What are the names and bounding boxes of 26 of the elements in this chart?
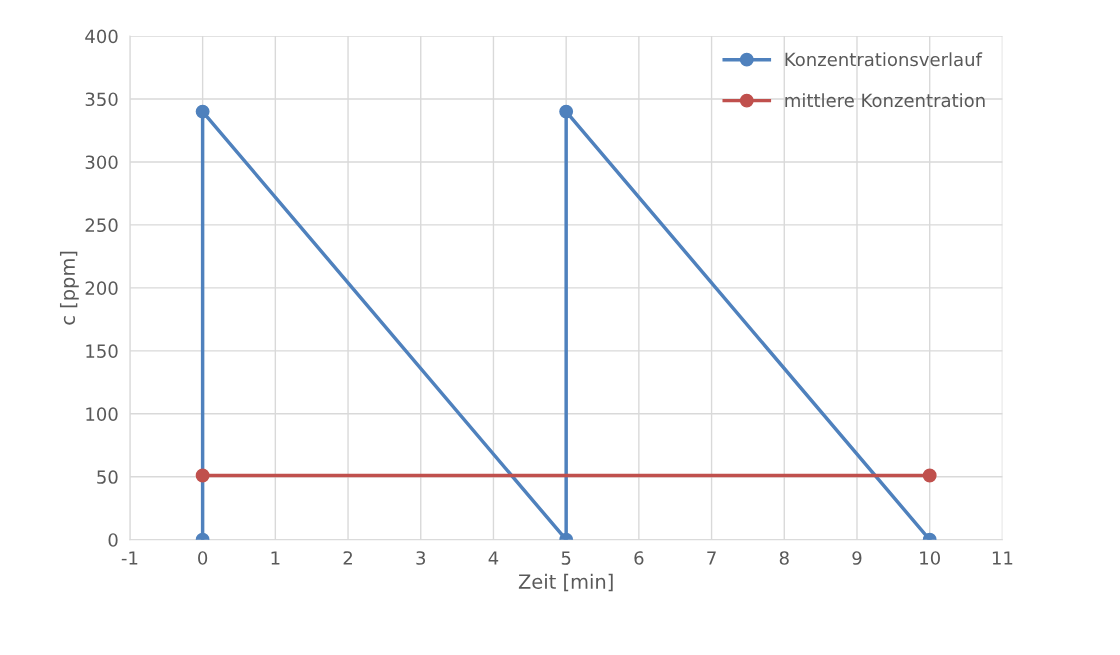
x-tick-label: 9 (852, 551, 862, 565)
y-tick-label: 250 (85, 218, 118, 233)
x-tick-label: 11 (992, 551, 1013, 565)
x-tick-label: 7 (707, 551, 716, 565)
y-tick-label: 150 (86, 344, 118, 358)
y-tick-label: 100 (86, 407, 118, 421)
x-tick-label: 0 (198, 551, 208, 565)
x-tick-label: 6 (634, 551, 644, 565)
x-tick-label: 8 (779, 551, 789, 565)
legend-label: Konzentrationsverlauf (785, 52, 983, 67)
x-tick-label: 3 (416, 551, 426, 565)
x-tick-label: 2 (343, 551, 352, 565)
y-tick-label: 300 (85, 155, 118, 170)
y-tick-label: 0 (108, 533, 118, 547)
y-tick-label: 350 (85, 92, 118, 107)
x-tick-label: 10 (920, 551, 940, 565)
x-tick-label: -1 (121, 551, 138, 565)
y-tick-label: 50 (97, 470, 118, 484)
y-tick-label: 200 (85, 281, 118, 295)
x-tick-label: 4 (488, 551, 499, 565)
y-axis-title: c [ppm] (59, 251, 79, 325)
x-tick-label: 1 (271, 551, 280, 565)
legend-label: mittlere Konzentration (785, 93, 985, 108)
x-tick-label: 5 (561, 551, 571, 565)
y-tick-label: 400 (85, 29, 118, 44)
x-axis-title: Zeit [min] (518, 573, 613, 592)
